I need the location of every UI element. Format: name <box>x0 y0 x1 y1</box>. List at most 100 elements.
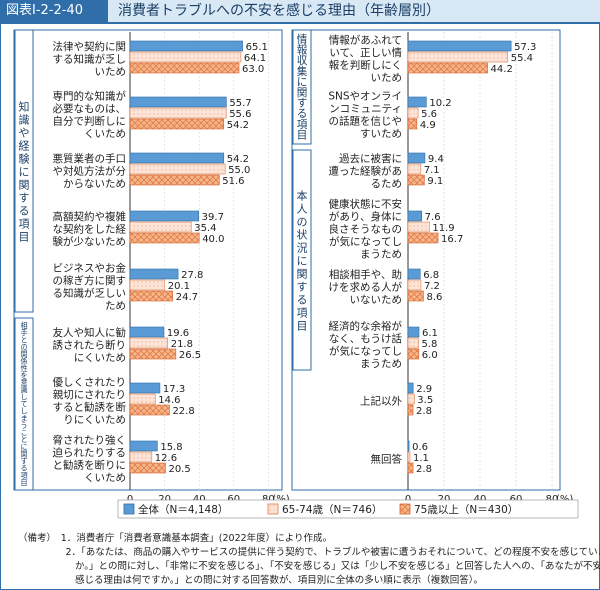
notes: （備考） 1．消費者庁「消費者意識基本調査」(2022年度）により作成。 2．「… <box>18 532 600 588</box>
bar <box>407 96 427 108</box>
category-label: 誘されたら断り <box>53 338 127 351</box>
category-label: すると勧誘を断 <box>53 401 127 414</box>
category-label: 法律や契約に関 <box>53 40 127 53</box>
data-label: 24.7 <box>176 292 198 303</box>
legend-label: 75歳以上（N＝430） <box>414 504 518 516</box>
data-label: 54.2 <box>227 120 249 131</box>
group-label-box <box>292 29 312 145</box>
data-label: 7.6 <box>425 212 441 223</box>
bar <box>407 221 430 233</box>
plot-frame <box>13 29 283 491</box>
data-label: 6.8 <box>423 270 439 281</box>
data-label: 20.5 <box>168 464 190 475</box>
bar <box>407 40 512 52</box>
bar <box>129 348 177 360</box>
category-label: 遭った経験があ <box>329 164 403 177</box>
data-label: 20.1 <box>168 281 190 292</box>
note-line: 2．「あなたは、商品の購入やサービスの提供に伴う契約で、トラブルや被害に遭うおそ… <box>18 547 600 558</box>
data-label: 10.2 <box>429 98 451 109</box>
data-label: 3.5 <box>417 395 433 406</box>
bar <box>407 152 426 164</box>
data-label: 2.9 <box>416 384 432 395</box>
category-label: の稼ぎ方に関す <box>53 274 127 287</box>
bar <box>407 163 422 175</box>
data-label: 9.1 <box>427 176 443 187</box>
data-label: 5.8 <box>421 339 437 350</box>
bar <box>129 96 227 108</box>
data-label: 26.5 <box>179 350 201 361</box>
bar <box>407 393 415 405</box>
note-line: 感じる理由は何ですか。」との問に対する回答数が、項目別に全体の多い順に表示（複数… <box>18 575 484 586</box>
bar <box>129 210 199 222</box>
category-label: ため <box>105 300 126 312</box>
bar <box>407 404 414 416</box>
category-label: くいため <box>84 472 126 484</box>
category-label: SNSやオンライ <box>328 91 402 103</box>
group-label: 情報収集に関する項目 <box>297 33 308 141</box>
category-label: 脅されたり強く <box>53 434 127 447</box>
category-label: すいため <box>360 128 402 140</box>
category-label: ビジネスやお金 <box>53 262 127 275</box>
bar <box>407 337 419 349</box>
category-label: 迫られたりする <box>53 446 127 459</box>
category-label: 親切にされたり <box>53 388 126 401</box>
bar <box>407 268 421 280</box>
bar <box>407 440 410 452</box>
bar <box>129 118 225 130</box>
figure-title: 消費者トラブルへの不安を感じる理由（年齢層別） <box>118 3 440 19</box>
category-label: りにくいため <box>63 414 126 426</box>
category-label: 専門的な知識が <box>53 90 127 103</box>
group-label-box <box>14 29 34 313</box>
note-line: （備考） 1．消費者庁「消費者意識基本調査」(2022年度）により作成。 <box>18 533 332 544</box>
category-label: 友人や知人に勧 <box>53 326 127 339</box>
data-label: 5.6 <box>421 109 437 120</box>
category-label: が気になってし <box>329 345 402 358</box>
data-label: 63.0 <box>242 64 264 75</box>
data-label: 1.1 <box>413 453 429 464</box>
legend-label: 全体（N＝4,148） <box>138 503 228 516</box>
category-label: いないため <box>350 294 403 306</box>
category-label: 報を判断しにく <box>329 59 402 72</box>
data-label: 65.1 <box>246 42 268 53</box>
legend-box <box>117 499 579 519</box>
category-label: 無回答 <box>371 452 403 465</box>
data-label: 9.4 <box>428 154 444 165</box>
data-label: 27.8 <box>181 270 203 281</box>
data-label: 40.0 <box>202 234 224 245</box>
x-tick-label: 0 <box>405 494 411 505</box>
bar <box>129 326 165 338</box>
legend-swatch <box>123 503 135 515</box>
bar <box>129 163 226 175</box>
x-tick-label: 60 <box>227 494 240 505</box>
data-label: 55.4 <box>511 53 533 64</box>
data-label: 6.0 <box>422 350 438 361</box>
bar <box>129 290 174 302</box>
bar <box>129 382 161 394</box>
x-tick-label: 40 <box>474 494 487 505</box>
x-unit-label: (%) <box>272 494 289 505</box>
category-label: の話題を信じや <box>329 115 403 128</box>
category-label: 過去に被害に <box>339 152 402 165</box>
category-label: けを求める人が <box>329 280 403 293</box>
x-unit-label: (%) <box>556 494 573 505</box>
group-label: 相手との関係性を意識してしまうことに関する項目 <box>20 321 27 487</box>
data-label: 7.1 <box>424 165 440 176</box>
bar <box>129 174 220 186</box>
category-label: 健康状態に不安 <box>329 197 403 210</box>
category-label: なく、もうけ話 <box>329 332 403 345</box>
plot-frame <box>291 29 561 491</box>
data-label: 35.4 <box>194 223 216 234</box>
x-tick-label: 0 <box>127 494 133 505</box>
bar <box>407 174 425 186</box>
x-tick-label: 20 <box>158 494 171 505</box>
data-label: 55.7 <box>229 98 251 109</box>
data-label: 54.2 <box>227 154 249 165</box>
category-label: 優しくされたり <box>53 376 127 389</box>
bar <box>407 290 424 302</box>
category-label: くいため <box>84 128 126 140</box>
category-label: や対処方法が分 <box>53 164 127 177</box>
category-label: する知識が乏し <box>53 52 127 65</box>
legend-swatch <box>399 503 411 515</box>
x-tick-label: 60 <box>510 494 523 505</box>
category-label: いため <box>371 72 403 84</box>
